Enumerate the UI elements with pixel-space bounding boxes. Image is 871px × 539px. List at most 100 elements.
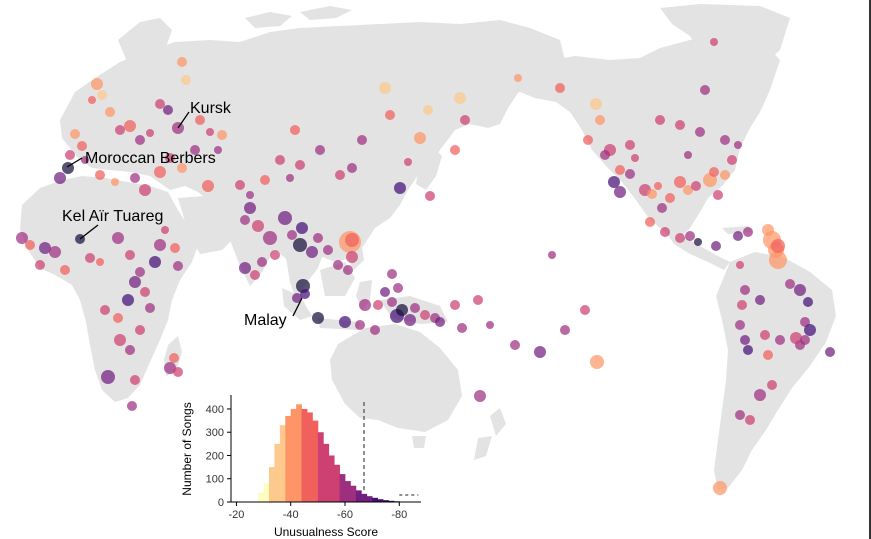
song-dot (760, 330, 770, 340)
song-dot (173, 261, 183, 271)
song-dot (170, 243, 180, 253)
histogram-bar (372, 497, 378, 502)
song-dot (101, 370, 115, 384)
song-dot (235, 180, 245, 190)
song-dot (370, 325, 380, 335)
land-sumatra (282, 288, 312, 320)
song-dot (295, 160, 305, 170)
song-dot (54, 172, 66, 184)
histogram-bar (388, 500, 395, 502)
song-dot (555, 83, 565, 93)
song-dot (425, 191, 435, 201)
song-dot (720, 170, 730, 180)
song-dot (240, 215, 250, 225)
song-dot (146, 129, 154, 137)
histogram-bar (274, 443, 281, 502)
song-dot (709, 167, 719, 177)
song-dot (713, 190, 723, 200)
song-dot (85, 253, 95, 263)
song-dot (165, 153, 175, 163)
song-dot (373, 300, 383, 310)
y-tick-label: 200 (206, 450, 224, 462)
song-dot (335, 170, 345, 180)
song-dot (91, 78, 103, 90)
song-dot (149, 256, 161, 268)
land-arctic-islands-2 (300, 6, 352, 20)
song-dot (355, 320, 365, 330)
song-dot (457, 323, 467, 333)
song-dot (514, 74, 522, 82)
song-dot (804, 324, 816, 336)
histogram-bar (339, 474, 346, 502)
song-dot (306, 246, 318, 258)
histogram-bars (258, 404, 400, 502)
y-tick-label: 300 (206, 427, 224, 439)
song-dot (343, 265, 353, 275)
histogram-bar (350, 485, 357, 502)
histogram-bar (285, 415, 292, 502)
inset-histogram: 0 100 200 300 400 -20 -40 -60 -80 Unusualness S… (180, 395, 421, 539)
histogram-bar (258, 492, 264, 502)
song-dot (130, 173, 140, 183)
song-dot (711, 241, 721, 251)
song-dot (737, 300, 747, 310)
histogram-bar (334, 464, 340, 502)
song-dot (112, 232, 124, 244)
song-dot (300, 289, 310, 299)
song-dot (111, 178, 119, 186)
song-dot (60, 265, 70, 275)
song-dot (127, 401, 137, 411)
song-dot (387, 269, 397, 279)
y-axis-title: Number of Songs (180, 402, 194, 495)
leader-tuareg (79, 224, 99, 240)
song-dot (161, 226, 169, 234)
song-dot (115, 125, 125, 135)
song-dot (155, 99, 165, 109)
song-dot (450, 300, 460, 310)
label-kursk: Kursk (190, 100, 232, 117)
histogram-bar (328, 455, 335, 502)
song-dot (290, 125, 300, 135)
song-dot (293, 238, 307, 252)
leader-moroccan (66, 157, 83, 168)
y-tick-label: 400 (206, 404, 224, 416)
song-dot (359, 299, 371, 311)
song-dot (404, 158, 412, 166)
song-dot (77, 141, 87, 151)
histogram-bar (355, 490, 362, 502)
song-dot (312, 312, 324, 324)
histogram-bar (290, 408, 297, 502)
song-dot (423, 105, 433, 115)
song-dot (631, 154, 639, 162)
song-dot (454, 92, 466, 104)
song-dot (239, 262, 251, 274)
song-dot (713, 481, 727, 495)
song-dot (625, 140, 635, 150)
song-dot (800, 317, 810, 327)
song-dot (181, 75, 191, 85)
song-dot (177, 163, 187, 173)
histogram-bar (383, 500, 389, 502)
song-dot (790, 332, 802, 344)
histogram-bar (312, 420, 319, 502)
song-dot (775, 335, 785, 345)
song-dot (625, 169, 635, 179)
land-north-america (508, 36, 780, 238)
song-dot (684, 151, 692, 159)
song-dot (135, 135, 145, 145)
song-dot (803, 297, 813, 307)
song-dot (379, 82, 391, 94)
song-dot (275, 155, 285, 165)
song-dot (129, 276, 141, 288)
song-dot (825, 347, 835, 357)
song-dot (130, 375, 140, 385)
song-dot (615, 165, 625, 175)
song-dot (600, 150, 610, 160)
histogram-bar (323, 443, 330, 502)
land-tasmania (412, 436, 426, 448)
song-dot (35, 260, 45, 270)
song-dot (287, 230, 297, 240)
song-dot (122, 294, 134, 306)
song-dot (694, 238, 702, 246)
